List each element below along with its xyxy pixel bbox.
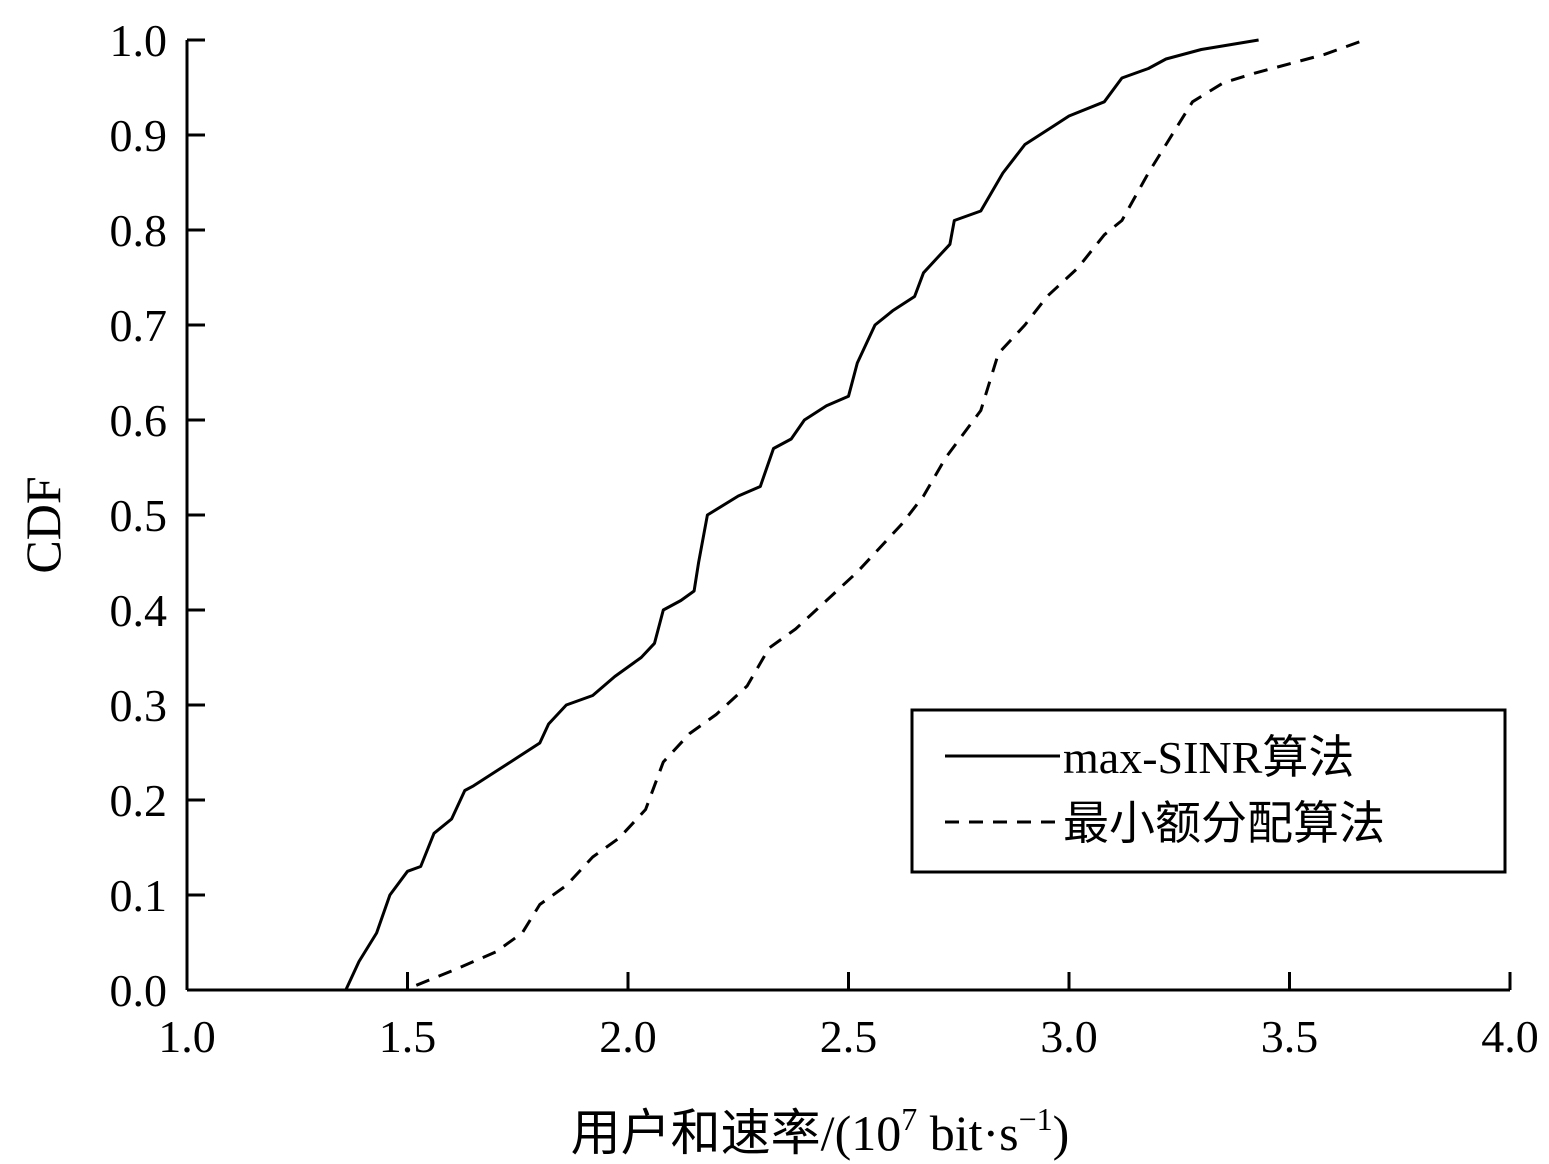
x-tick-label: 1.5 <box>379 1011 437 1062</box>
legend-label-max-sinr: max-SINR算法 <box>1063 732 1354 783</box>
x-axis-title-close: ) <box>1053 1105 1070 1161</box>
y-tick-label: 1.0 <box>110 15 168 66</box>
series-lines <box>344 38 1366 991</box>
plot-area: 1.0 1.5 2.0 2.5 3.0 3.5 4.0 0.0 0.1 0.2 0.3 0.4 0.5… <box>110 15 1539 1062</box>
legend: max-SINR算法 最小额分配算法 <box>910 708 1507 874</box>
legend-label-min-allocation: 最小额分配算法 <box>1063 798 1385 849</box>
y-tick-label: 0.4 <box>110 585 168 636</box>
y-ticks: 0.0 0.1 0.2 0.3 0.4 0.5 0.6 0.7 0.8 0.9 1.0 <box>110 15 205 1016</box>
x-tick-label: 1.0 <box>158 1011 216 1062</box>
x-tick-label: 3.0 <box>1040 1011 1098 1062</box>
series-line-min-allocation <box>415 38 1366 987</box>
x-tick-label: 2.5 <box>820 1011 878 1062</box>
x-axis-title-unit-exponent: −1 <box>1019 1101 1053 1137</box>
y-tick-label: 0.8 <box>110 205 168 256</box>
x-axis-title-main: 用户和速率/(10 <box>571 1105 902 1161</box>
y-axis-title: CDF <box>15 476 71 573</box>
x-tick-label: 4.0 <box>1481 1011 1539 1062</box>
x-tick-label: 2.0 <box>599 1011 657 1062</box>
x-tick-label: 3.5 <box>1261 1011 1319 1062</box>
series-line-max-sinr <box>344 38 1259 991</box>
y-tick-label: 0.1 <box>110 870 168 921</box>
y-tick-label: 0.5 <box>110 490 168 541</box>
x-ticks: 1.0 1.5 2.0 2.5 3.0 3.5 4.0 <box>158 972 1539 1062</box>
y-tick-label: 0.6 <box>110 395 168 446</box>
x-axis-title: 用户和速率/(107 bit·s−1) <box>571 1101 1070 1161</box>
x-axis-title-unit: bit·s <box>917 1105 1018 1161</box>
legend-box <box>910 708 1507 874</box>
y-tick-label: 0.0 <box>110 965 168 1016</box>
y-tick-label: 0.2 <box>110 775 168 826</box>
y-tick-label: 0.9 <box>110 110 168 161</box>
y-tick-label: 0.3 <box>110 680 168 731</box>
x-axis-title-exponent: 7 <box>901 1101 917 1137</box>
y-tick-label: 0.7 <box>110 300 168 351</box>
